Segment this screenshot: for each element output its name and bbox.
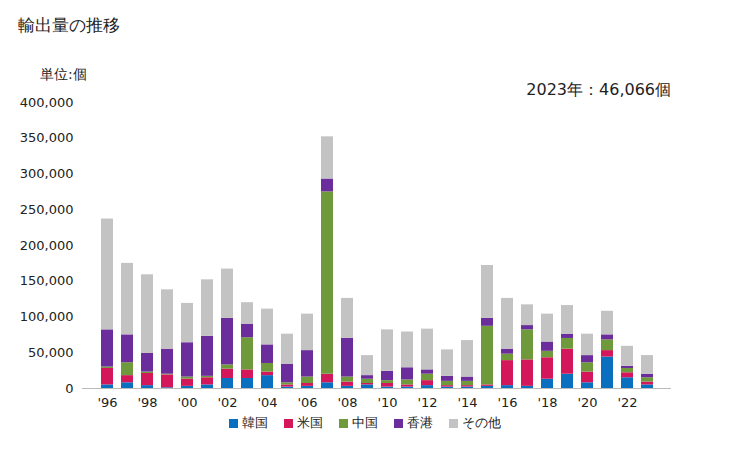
svg-text:'20: '20 [577,395,597,410]
svg-text:'96: '96 [97,395,117,410]
svg-text:100,000: 100,000 [20,309,74,324]
svg-text:'22: '22 [617,395,637,410]
svg-text:250,000: 250,000 [20,202,74,217]
svg-text:'00: '00 [177,395,197,410]
svg-text:'02: '02 [217,395,237,410]
svg-text:'10: '10 [377,395,397,410]
svg-text:150,000: 150,000 [20,273,74,288]
svg-text:'12: '12 [417,395,437,410]
svg-text:'06: '06 [297,395,317,410]
svg-text:300,000: 300,000 [20,166,74,181]
html-text:輸出量の推移: 輸出量の推移 [18,15,120,35]
svg-text:'18: '18 [537,395,557,410]
html-text:単位:個: 単位:個 [40,66,87,82]
svg-text:200,000: 200,000 [20,238,74,253]
html-text:2023年：46,066個: 2023年：46,066個 [526,80,671,99]
svg-text:'08: '08 [337,395,357,410]
svg-text:'98: '98 [137,395,157,410]
svg-text:'04: '04 [257,395,277,410]
html-text:韓国: 韓国 [241,415,268,430]
html-text:米国: 米国 [296,415,323,430]
svg-text:'16: '16 [497,395,517,410]
svg-text:50,000: 50,000 [28,345,74,360]
html-text:中国: 中国 [351,415,378,430]
svg-text:400,000: 400,000 [20,95,74,110]
html-text:その他: その他 [461,415,501,430]
svg-text:0: 0 [65,381,73,396]
svg-text:350,000: 350,000 [20,130,74,145]
svg-text:'14: '14 [457,395,477,410]
html-text:香港: 香港 [406,415,433,430]
